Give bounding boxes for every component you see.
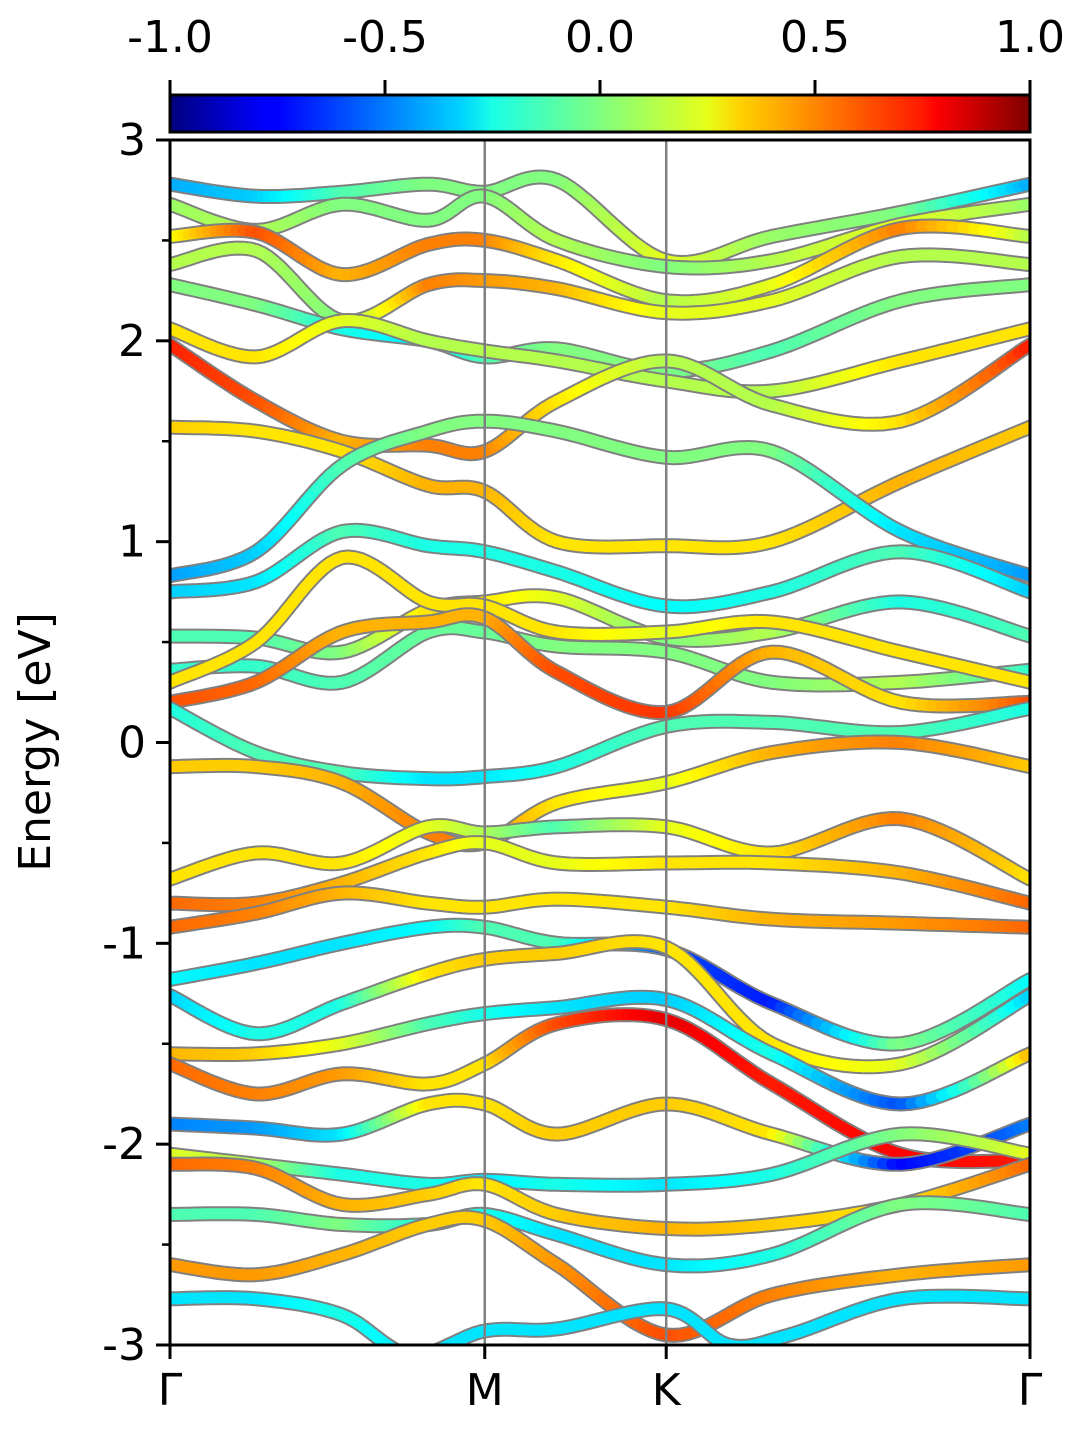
band-segment	[406, 1354, 411, 1355]
y-tick-label: 3	[118, 115, 146, 166]
band-3	[170, 218, 1030, 310]
band-segment	[421, 1354, 426, 1355]
colorbar-tick-label: 1.0	[995, 12, 1065, 63]
x-tick-label: Γ	[158, 1365, 183, 1416]
band-segment	[394, 1344, 398, 1345]
band-segment	[435, 1344, 439, 1345]
colorbar-gradient	[168, 93, 1032, 134]
colorbar-tick-label: 0.0	[565, 12, 635, 63]
band-9	[170, 413, 1030, 584]
band-10	[170, 522, 1030, 615]
y-axis-label: Energy [eV]	[10, 612, 61, 872]
band-19	[170, 885, 1030, 935]
band-segment	[435, 1342, 447, 1345]
y-tick-label: -2	[102, 1119, 146, 1170]
x-tick-label: M	[466, 1365, 504, 1416]
band-segment	[386, 1342, 398, 1345]
colorbar-tick-label: 0.5	[780, 12, 850, 63]
band-outline	[170, 1195, 1030, 1274]
band-13	[170, 549, 1030, 690]
y-tick-label: -3	[102, 1320, 146, 1371]
band-segment	[426, 1352, 431, 1354]
band-lines	[170, 169, 1030, 1355]
band-segment	[401, 1353, 406, 1355]
y-tick-label: 0	[118, 718, 146, 769]
band-27	[170, 1195, 1030, 1274]
x-tick-label: K	[652, 1365, 682, 1416]
x-tick-label: Γ	[1018, 1365, 1043, 1416]
colorbar-tick-label: -1.0	[127, 12, 213, 63]
y-tick-label: 2	[118, 316, 146, 367]
band-17	[170, 811, 1030, 887]
y-tick-label: -1	[102, 918, 146, 969]
band-14	[170, 607, 1030, 721]
colorbar-ticks: -1.0 -0.5 0.0 0.5 1.0	[127, 12, 1065, 95]
band-16	[170, 734, 1030, 853]
band-23	[170, 1007, 1030, 1170]
band-11	[170, 588, 1030, 661]
band-1	[170, 169, 1030, 270]
band-6	[170, 313, 1030, 400]
band-21	[170, 934, 1030, 1075]
y-tick-label: 1	[118, 517, 146, 568]
y-axis-ticks: 3 2 1 0 -1 -2 -3	[102, 115, 170, 1371]
colorbar-tick-label: -0.5	[342, 12, 428, 63]
colorbar: -1.0 -0.5 0.0 0.5 1.0	[127, 12, 1065, 134]
k-point-lines	[483, 140, 668, 1345]
band-8	[170, 419, 1030, 556]
